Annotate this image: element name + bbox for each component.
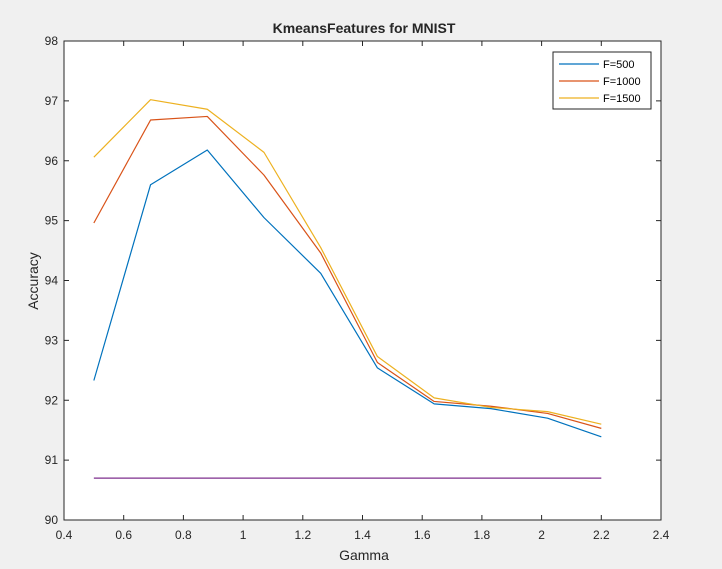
x-tick-label: 1.8 [474, 528, 491, 542]
legend-label: F=1500 [603, 93, 641, 105]
x-tick-label: 1 [240, 528, 247, 542]
y-axis-label: Accuracy [25, 252, 41, 310]
x-tick-label: 1.6 [414, 528, 431, 542]
chart-title: KmeansFeatures for MNIST [273, 20, 456, 36]
x-axis-label: Gamma [339, 547, 389, 563]
x-tick-label: 2.2 [593, 528, 610, 542]
x-tick-label: 0.4 [56, 528, 73, 542]
y-tick-label: 95 [45, 214, 59, 228]
legend-label: F=500 [603, 59, 635, 71]
series-line-f-500 [93, 149, 602, 438]
y-tick-label: 97 [45, 94, 59, 108]
legend: F=500 F=1000 F=1500 [552, 51, 652, 110]
y-tick-label: 96 [45, 154, 59, 168]
x-tick-label: 0.6 [115, 528, 132, 542]
x-tick-label: 0.8 [175, 528, 192, 542]
y-tick-label: 91 [45, 453, 59, 467]
ticks-layer: 0.4 0.6 0.8 1 1.2 1.4 1.6 1.8 2 2.2 2.4 90 91 92 93 94 9… [45, 34, 670, 542]
y-tick-label: 92 [45, 393, 59, 407]
y-tick-label: 93 [45, 333, 59, 347]
series-layer [93, 99, 602, 479]
plot-area [64, 41, 661, 520]
series-line-f-1500 [93, 99, 602, 425]
y-tick-label: 90 [45, 513, 59, 527]
legend-label: F=1000 [603, 76, 641, 88]
x-tick-label: 1.4 [354, 528, 371, 542]
x-tick-label: 1.2 [294, 528, 311, 542]
x-tick-label: 2 [538, 528, 545, 542]
x-tick-label: 2.4 [653, 528, 670, 542]
y-tick-label: 94 [45, 274, 59, 288]
y-tick-label: 98 [45, 34, 59, 48]
